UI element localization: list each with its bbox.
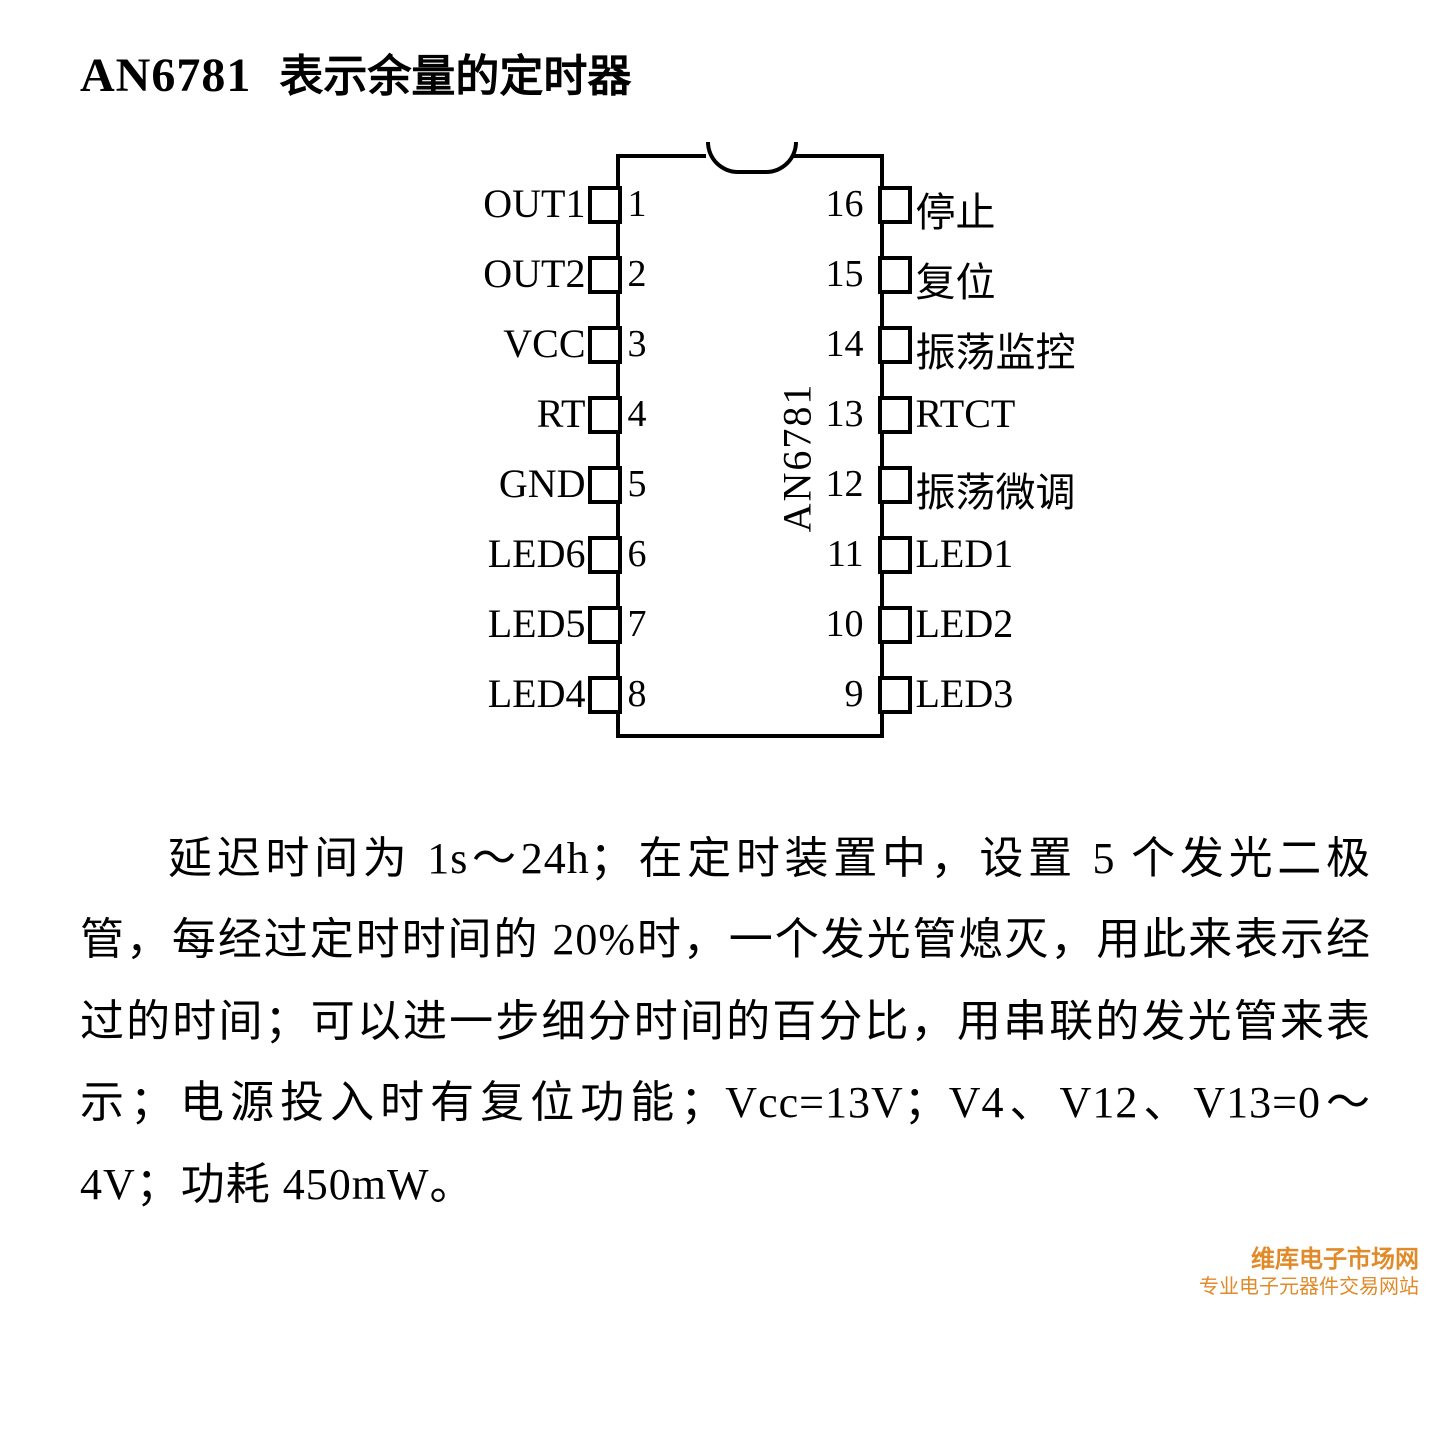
pin-row: OUT2215复位 <box>276 244 1176 304</box>
pin-label-right: LED3 <box>916 670 1014 717</box>
pin-pad-icon <box>588 606 622 644</box>
pin-number-left: 3 <box>628 322 647 366</box>
pin-label-left: LED4 <box>488 670 586 717</box>
pin-label-left: OUT1 <box>483 180 585 227</box>
pin-pad-icon <box>878 396 912 434</box>
pin-pad-icon <box>878 536 912 574</box>
pin-pad-icon <box>878 606 912 644</box>
pin-label-left: OUT2 <box>483 250 585 297</box>
pin-row: LED6 6 11 LED1 <box>276 524 1176 584</box>
pin-pad-icon <box>588 676 622 714</box>
pin-pad-icon <box>588 256 622 294</box>
pin-label-right: 停止 <box>916 180 996 238</box>
watermark-line1: 维库电子市场网 <box>1199 1246 1419 1275</box>
pin-pad-icon <box>588 466 622 504</box>
pin-label-left: LED6 <box>488 530 586 577</box>
pin-number-right: 9 <box>845 672 864 716</box>
pin-number-left: 1 <box>628 182 647 226</box>
pin-pad-icon <box>878 676 912 714</box>
pin-number-left: 7 <box>628 602 647 646</box>
pin-label-left: GND <box>499 460 586 507</box>
pin-number-left: 6 <box>628 532 647 576</box>
pin-row: VCC314振荡监控 <box>276 314 1176 374</box>
pin-row: LED5 7 10 LED2 <box>276 594 1176 654</box>
pin-number-left: 2 <box>628 252 647 296</box>
pin-number-right: 12 <box>826 462 864 506</box>
pin-pad-icon <box>588 186 622 224</box>
pin-pad-icon <box>878 326 912 364</box>
pin-label-right: LED1 <box>916 530 1014 577</box>
chip-pinout-diagram: AN6781 OUT1116停止OUT2215复位VCC314振荡监控RT413… <box>276 134 1176 774</box>
pin-number-right: 16 <box>826 182 864 226</box>
pin-label-right: LED2 <box>916 600 1014 647</box>
pin-label-right: 复位 <box>916 250 996 308</box>
description-paragraph: 延迟时间为 1s～24h；在定时装置中，设置 5 个发光二极管，每经过定时时间的… <box>80 818 1371 1225</box>
watermark-line2: 专业电子元器件交易网站 <box>1199 1275 1419 1299</box>
pin-label-left: RT <box>537 390 586 437</box>
pin-number-right: 11 <box>827 532 864 576</box>
pin-number-right: 13 <box>826 392 864 436</box>
title-row: AN6781 表示余量的定时器 <box>80 40 1371 104</box>
part-number: AN6781 <box>80 48 251 103</box>
pin-row: OUT1116停止 <box>276 174 1176 234</box>
pin-pad-icon <box>878 466 912 504</box>
pin-label-left: LED5 <box>488 600 586 647</box>
pin-number-right: 15 <box>826 252 864 296</box>
chip-top-edge <box>616 154 706 158</box>
pin-label-left: VCC <box>503 320 585 367</box>
pin-row: LED4 8 9 LED3 <box>276 664 1176 724</box>
pin-pad-icon <box>588 326 622 364</box>
pin-label-right: 振荡微调 <box>916 460 1076 518</box>
pin-number-left: 8 <box>628 672 647 716</box>
pin-pad-icon <box>878 256 912 294</box>
page-subtitle: 表示余量的定时器 <box>279 40 631 104</box>
pin-pad-icon <box>588 536 622 574</box>
pin-label-right: RTCT <box>916 390 1016 437</box>
pin-row: GND512振荡微调 <box>276 454 1176 514</box>
watermark: 维库电子市场网 专业电子元器件交易网站 <box>1199 1246 1419 1299</box>
pin-number-left: 5 <box>628 462 647 506</box>
pin-pad-icon <box>588 396 622 434</box>
chip-top-edge <box>790 154 880 158</box>
pin-number-right: 14 <box>826 322 864 366</box>
pin-label-right: 振荡监控 <box>916 320 1076 378</box>
pin-pad-icon <box>878 186 912 224</box>
pin-number-left: 4 <box>628 392 647 436</box>
pin-number-right: 10 <box>826 602 864 646</box>
pin-row: RT 4 13 RTCT <box>276 384 1176 444</box>
